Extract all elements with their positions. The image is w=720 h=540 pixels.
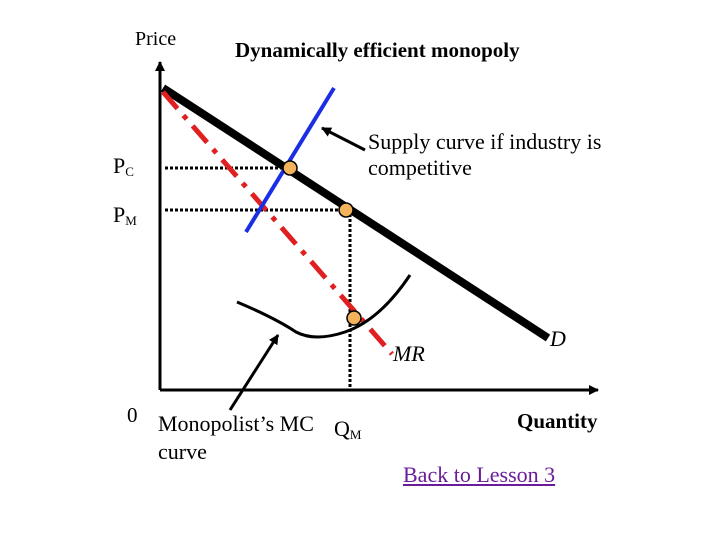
page-title: Dynamically efficient monopoly (235, 38, 520, 62)
mc-note: Monopolist’s MC curve (158, 411, 314, 464)
monopolist-mc-curve (236, 274, 412, 339)
x-axis-label: Quantity (517, 409, 598, 433)
pc-label: PC (113, 153, 134, 179)
qm-label-main: Q (334, 416, 350, 441)
competitive-supply-curve (244, 86, 336, 234)
pc-label-sub: C (125, 164, 134, 179)
qm-label-sub: M (349, 427, 362, 442)
mr-label: MR (393, 341, 425, 366)
pm-label-sub: M (125, 213, 137, 228)
qm-label: QM (334, 416, 362, 442)
demand-curve (160, 84, 551, 342)
mc-arrow (228, 334, 280, 411)
pc-label-main: P (113, 153, 126, 178)
supply-arrow (321, 126, 366, 152)
origin-label: 0 (127, 403, 138, 427)
mc-mr-intersection-point (346, 310, 362, 326)
back-to-lesson-link[interactable]: Back to Lesson 3 (403, 462, 556, 487)
competitive-equilibrium-point (282, 160, 298, 176)
supply-note: Supply curve if industry is competitive (368, 129, 602, 180)
pm-label-main: P (113, 202, 126, 227)
demand-label: D (550, 326, 566, 351)
y-axis-label: Price (135, 28, 177, 50)
monopoly-price-point (338, 202, 354, 218)
pm-label: PM (113, 202, 137, 228)
